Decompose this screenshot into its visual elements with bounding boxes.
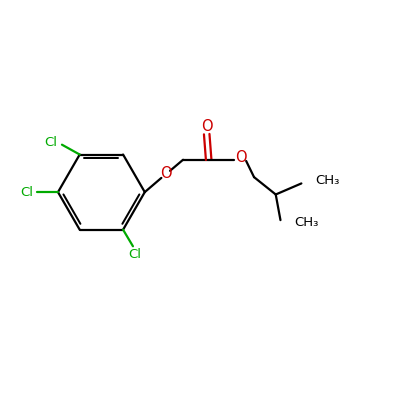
- Text: O: O: [201, 119, 212, 134]
- Text: CH₃: CH₃: [295, 216, 319, 228]
- Text: Cl: Cl: [20, 186, 33, 199]
- Text: Cl: Cl: [44, 136, 58, 149]
- Text: O: O: [235, 150, 247, 165]
- Text: CH₃: CH₃: [316, 174, 340, 187]
- Text: Cl: Cl: [128, 248, 141, 261]
- Text: O: O: [160, 166, 172, 182]
